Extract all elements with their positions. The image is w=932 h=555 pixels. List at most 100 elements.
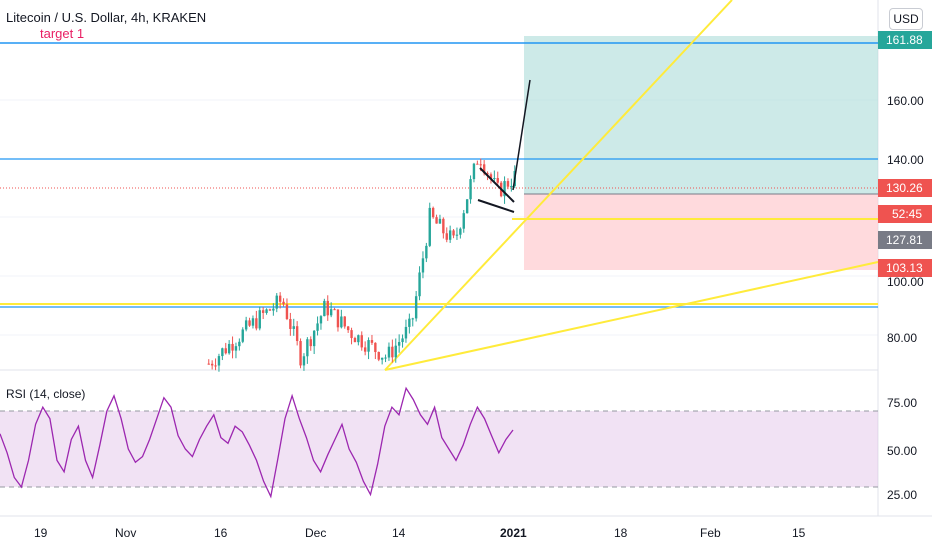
candle-body (370, 340, 374, 343)
candle-body (455, 234, 459, 236)
candle-body (353, 338, 357, 343)
candle-body (333, 309, 336, 311)
candle-body (476, 163, 479, 165)
price-tick-100: 100.00 (887, 275, 924, 289)
rsi-label[interactable]: RSI (14, close) (6, 387, 85, 401)
candle-body (462, 213, 465, 229)
last-price-badge: 130.26 (878, 179, 932, 197)
candle-body (397, 342, 401, 346)
candle-body (210, 363, 214, 366)
candle-body (367, 340, 370, 352)
candle-body (438, 218, 442, 224)
candle-body (435, 217, 438, 224)
candle-body (234, 346, 238, 351)
candle-body (306, 339, 309, 357)
target-label[interactable]: target 1 (40, 26, 84, 41)
time-tick-2021: 2021 (500, 526, 527, 540)
candle-body (255, 318, 258, 329)
loss-zone[interactable] (524, 194, 878, 270)
rsi-tick-75: 75.00 (887, 396, 917, 410)
symbol-title[interactable]: Litecoin / U.S. Dollar, 4h, KRAKEN (6, 10, 206, 25)
rsi-tick-50: 50.00 (887, 444, 917, 458)
candle-body (360, 335, 363, 348)
candle-body (268, 309, 272, 311)
candle-body (261, 310, 265, 313)
candle-body (309, 339, 312, 347)
candle-body (394, 345, 397, 358)
candle-body (227, 343, 231, 354)
target-price-badge: 161.88 (878, 31, 932, 49)
svg-text:130.26: 130.26 (886, 181, 923, 195)
candle-body (316, 323, 319, 331)
candle-body (289, 319, 292, 329)
candle-body (418, 272, 421, 297)
rsi-line (0, 386, 514, 499)
candle-body (238, 341, 241, 347)
candle-body (272, 308, 275, 311)
candle-body (340, 316, 343, 328)
candle-body (248, 320, 251, 326)
candle-body (486, 173, 489, 175)
price-tick-160: 160.00 (887, 94, 924, 108)
stop-price-badge: 103.13 (878, 259, 932, 277)
candle-body (282, 301, 285, 305)
candle-body (357, 335, 360, 343)
candle-body (380, 357, 384, 360)
svg-text:103.13: 103.13 (886, 261, 923, 275)
entry-price-badge: 127.81 (878, 231, 932, 249)
projection-line[interactable] (512, 79, 531, 191)
time-tick-14: 14 (392, 526, 406, 540)
candle-body (411, 318, 414, 320)
trend-line-steep[interactable] (384, 0, 733, 371)
time-tick-18: 18 (614, 526, 628, 540)
time-tick-15: 15 (792, 526, 806, 540)
candle-body (258, 310, 261, 329)
candle-body (377, 352, 380, 360)
candle-body (275, 295, 278, 309)
candle-body (387, 346, 391, 358)
currency-button[interactable]: USD (889, 8, 923, 30)
candle-body (336, 309, 340, 328)
candle-body (295, 326, 299, 342)
candle-body (323, 300, 326, 317)
candle-body (384, 357, 387, 359)
candle-body (479, 164, 482, 166)
candle-body (459, 228, 462, 235)
time-tick-dec: Dec (305, 526, 326, 540)
rsi-tick-25: 25.00 (887, 488, 917, 502)
candle-body (214, 365, 217, 367)
countdown-badge: 52:45 (878, 205, 932, 223)
candle-body (302, 356, 306, 366)
candle-body (224, 348, 227, 354)
time-tick-nov: Nov (115, 526, 136, 540)
candle-body (421, 258, 425, 273)
candle-body (465, 199, 469, 214)
candle-body (374, 342, 377, 353)
pennant-pattern[interactable] (477, 167, 515, 213)
candle-body (408, 318, 411, 327)
candle-body (292, 326, 295, 329)
candle-body (231, 343, 234, 351)
candle-body (428, 207, 431, 246)
candles (207, 158, 516, 372)
candle-body (472, 163, 476, 180)
candle-body (425, 245, 428, 259)
trend-line-shallow[interactable] (384, 261, 879, 371)
candle-body (350, 330, 353, 339)
candle-body (493, 178, 496, 180)
candle-body (207, 363, 210, 365)
profit-zone[interactable] (524, 36, 878, 194)
candle-body (445, 233, 448, 240)
candle-body (346, 326, 350, 331)
candle-body (217, 356, 221, 366)
candle-body (510, 185, 513, 187)
candle-body (496, 178, 499, 183)
candle-body (489, 174, 493, 179)
candle-body (312, 330, 316, 347)
candle-body (244, 320, 248, 330)
svg-text:52:45: 52:45 (892, 207, 922, 221)
candle-body (482, 164, 486, 174)
time-tick-feb: Feb (700, 526, 721, 540)
svg-text:127.81: 127.81 (886, 233, 923, 247)
